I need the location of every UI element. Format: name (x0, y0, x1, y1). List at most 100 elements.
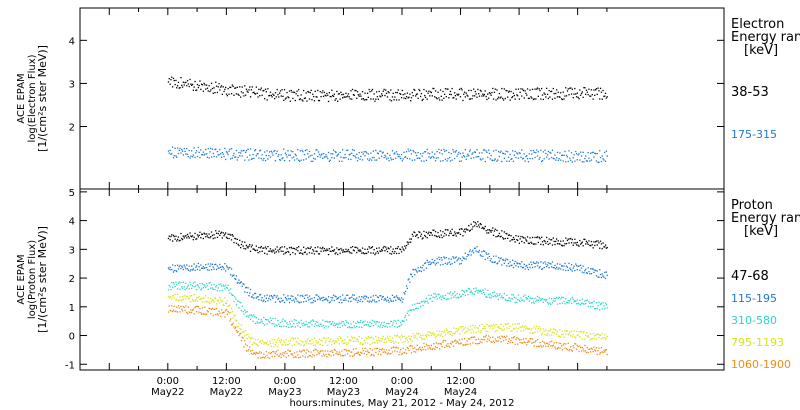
data-point (544, 333, 546, 336)
data-point (394, 335, 396, 337)
data-point (520, 88, 522, 90)
data-point (409, 338, 411, 340)
data-point (385, 89, 387, 91)
data-point (345, 156, 347, 159)
data-point (570, 298, 572, 300)
data-point (180, 77, 182, 79)
data-point (369, 321, 371, 323)
data-point (230, 93, 233, 95)
data-point (220, 231, 223, 233)
data-point (172, 286, 174, 289)
data-point (551, 298, 553, 300)
data-point (441, 345, 443, 348)
proton-legend-795-1193: 795-1193 (731, 336, 784, 349)
data-point (390, 339, 392, 341)
data-point (322, 153, 325, 155)
data-point (177, 81, 180, 83)
data-point (501, 335, 503, 337)
data-point (392, 340, 394, 342)
data-point (480, 338, 482, 340)
data-point (309, 322, 311, 324)
data-point (254, 92, 256, 95)
data-point (295, 340, 297, 342)
data-point (259, 357, 262, 359)
data-point (356, 339, 359, 341)
data-point (509, 341, 511, 344)
data-point (557, 335, 559, 337)
data-point (503, 262, 505, 264)
data-point (220, 86, 222, 88)
data-point (553, 267, 555, 269)
data-point (306, 294, 308, 296)
data-point (390, 100, 393, 102)
data-point (350, 158, 352, 161)
data-point (186, 233, 189, 236)
data-point (526, 328, 529, 330)
data-point (472, 324, 474, 327)
data-point (205, 295, 207, 297)
data-point (522, 299, 524, 301)
data-point (579, 269, 581, 271)
data-point (536, 236, 539, 238)
data-point (448, 234, 450, 237)
data-point (193, 294, 195, 296)
data-point (565, 269, 567, 272)
data-point (598, 336, 600, 339)
data-point (437, 343, 439, 345)
data-point (172, 77, 175, 80)
data-point (454, 291, 456, 293)
data-point (219, 234, 221, 236)
data-point (305, 342, 307, 344)
data-point (480, 223, 482, 226)
data-point (406, 92, 408, 94)
data-point (424, 302, 426, 304)
data-point (603, 305, 605, 307)
data-point (230, 311, 232, 314)
data-point (248, 336, 250, 338)
data-point (341, 249, 343, 251)
data-point (488, 149, 490, 151)
data-point (522, 88, 524, 90)
data-point (197, 262, 199, 265)
data-point (506, 294, 508, 296)
data-point (467, 153, 469, 155)
data-point (582, 265, 584, 267)
electron-y-axis-label: ACE EPAMlog(Electron Flux)[1/(cm²s ster … (16, 45, 49, 152)
data-point (438, 148, 440, 151)
data-point (478, 251, 480, 253)
data-point (384, 250, 386, 252)
data-point (232, 274, 234, 277)
data-point (215, 286, 217, 288)
data-point (401, 89, 403, 92)
data-point (512, 92, 515, 94)
data-point (413, 350, 415, 353)
data-point (523, 153, 525, 155)
data-point (519, 152, 521, 154)
data-point (514, 241, 516, 243)
data-point (303, 89, 305, 92)
data-point (368, 159, 370, 162)
data-point (588, 336, 590, 338)
data-point (336, 247, 338, 249)
data-point (327, 151, 330, 154)
data-point (420, 92, 423, 95)
data-point (580, 151, 582, 153)
data-point (444, 346, 446, 348)
data-point (439, 335, 442, 337)
data-point (351, 351, 353, 353)
data-point (220, 309, 223, 311)
data-point (573, 347, 575, 349)
data-point (588, 348, 590, 350)
data-point (284, 351, 287, 353)
data-point (556, 263, 559, 265)
data-point (471, 328, 473, 331)
data-point (228, 93, 230, 95)
data-point (416, 271, 418, 273)
data-point (175, 281, 177, 283)
data-point (414, 89, 416, 91)
data-point (599, 309, 601, 311)
data-point (580, 94, 582, 96)
data-point (311, 324, 313, 326)
x-tick-date: May23 (268, 387, 301, 398)
data-point (364, 347, 366, 349)
